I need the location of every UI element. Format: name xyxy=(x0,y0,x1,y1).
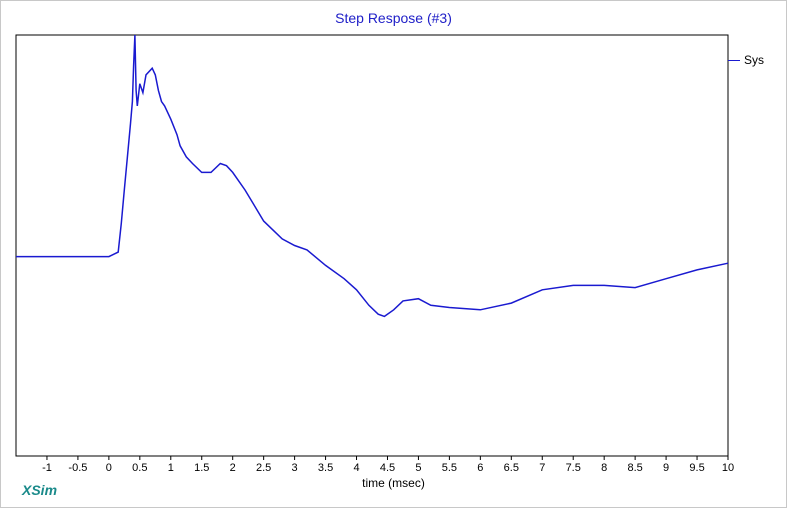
x-tick-label-18: 8 xyxy=(601,462,607,474)
x-axis-label: time (msec) xyxy=(362,476,425,490)
x-axis-ticks xyxy=(46,456,729,460)
legend: Sys xyxy=(728,53,783,69)
chart-title: Step Respose (#3) xyxy=(335,10,452,26)
x-tick-label-15: 6.5 xyxy=(504,462,519,474)
x-tick-label-12: 5 xyxy=(415,462,421,474)
x-tick-label-6: 2 xyxy=(230,462,236,474)
x-tick-label-20: 9 xyxy=(663,462,669,474)
x-axis-tick-labels: -1 -0.5 0 0.5 1 1.5 2 2.5 3 3.5 4 4.5 5 5.5 6 6.5 7 7.5 8 8… xyxy=(42,462,734,474)
x-tick-label-22: 10 xyxy=(722,462,734,474)
x-tick-label-13: 5.5 xyxy=(442,462,457,474)
x-tick-label-8: 3 xyxy=(292,462,298,474)
x-tick-label-0: -1 xyxy=(42,462,52,474)
series-line-sys xyxy=(16,34,729,318)
x-tick-label-1: -0.5 xyxy=(68,462,87,474)
x-tick-label-4: 1 xyxy=(168,462,174,474)
legend-label-sys: Sys xyxy=(744,53,765,67)
x-tick-label-9: 3.5 xyxy=(318,462,333,474)
x-tick-label-16: 7 xyxy=(539,462,545,474)
legend-swatch-sys xyxy=(728,60,740,61)
x-tick-label-19: 8.5 xyxy=(627,462,642,474)
x-tick-label-2: 0 xyxy=(106,462,112,474)
x-tick-label-10: 4 xyxy=(353,462,359,474)
x-tick-label-14: 6 xyxy=(477,462,483,474)
x-tick-label-21: 9.5 xyxy=(689,462,704,474)
xsim-logo: XSim xyxy=(22,482,58,498)
x-tick-label-11: 4.5 xyxy=(380,462,395,474)
x-tick-label-5: 1.5 xyxy=(194,462,209,474)
x-tick-label-7: 2.5 xyxy=(256,462,271,474)
x-tick-label-17: 7.5 xyxy=(566,462,581,474)
plot-area xyxy=(15,34,729,457)
x-tick-label-3: 0.5 xyxy=(132,462,147,474)
